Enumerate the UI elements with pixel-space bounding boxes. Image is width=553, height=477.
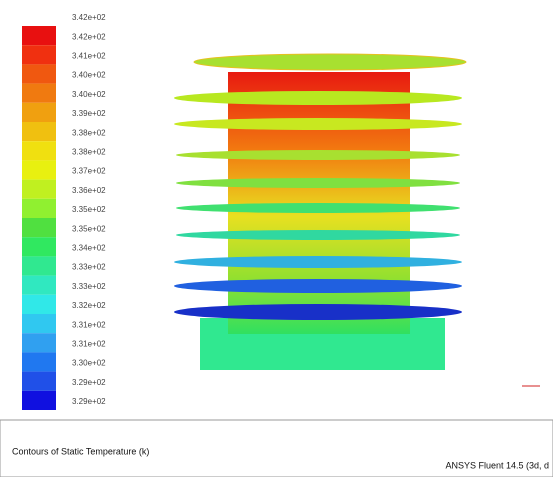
legend-swatch xyxy=(22,237,56,256)
footer-title: Contours of Static Temperature (k) xyxy=(12,446,149,456)
legend-swatch xyxy=(22,180,56,199)
fin xyxy=(176,203,460,213)
footer-software: ANSYS Fluent 14.5 (3d, d xyxy=(445,460,549,470)
screenshot: 3.42e+02 3.42e+02 3.41e+02 3.40e+02 3.40e+02… xyxy=(0,0,553,477)
legend-swatch xyxy=(22,64,56,83)
fin xyxy=(174,118,462,130)
legend-swatch xyxy=(22,199,56,218)
legend-label: 3.36e+02 xyxy=(72,186,106,195)
legend-label: 3.33e+02 xyxy=(72,263,106,272)
legend-swatch xyxy=(22,352,56,371)
legend-label: 3.31e+02 xyxy=(72,340,106,349)
legend-label: 3.32e+02 xyxy=(72,301,106,310)
legend-swatch xyxy=(22,160,56,179)
legend-label: 3.38e+02 xyxy=(72,128,106,137)
legend-label: 3.39e+02 xyxy=(72,109,106,118)
legend-swatch xyxy=(22,256,56,275)
fin xyxy=(174,256,462,268)
legend-label: 3.42e+02 xyxy=(72,13,106,22)
legend-label: 3.38e+02 xyxy=(72,148,106,157)
fin xyxy=(176,150,460,160)
legend-swatch xyxy=(22,84,56,103)
cylinder xyxy=(228,72,410,334)
color-legend: 3.42e+02 3.42e+02 3.41e+02 3.40e+02 3.40e+02… xyxy=(22,13,106,410)
legend-label: 3.40e+02 xyxy=(72,71,106,80)
fin xyxy=(174,279,462,293)
legend-swatch xyxy=(22,141,56,160)
legend-label: 3.33e+02 xyxy=(72,282,106,291)
legend-swatch xyxy=(22,276,56,295)
fin xyxy=(176,178,460,188)
legend-label: 3.29e+02 xyxy=(72,397,106,406)
legend-swatch xyxy=(22,314,56,333)
legend-swatch xyxy=(22,372,56,391)
legend-label: 3.29e+02 xyxy=(72,378,106,387)
legend-label: 3.35e+02 xyxy=(72,224,106,233)
legend-label: 3.42e+02 xyxy=(72,32,106,41)
legend-swatch xyxy=(22,218,56,237)
legend-swatch xyxy=(22,295,56,314)
legend-swatch xyxy=(22,26,56,45)
legend-label: 3.34e+02 xyxy=(72,244,106,253)
legend-swatch xyxy=(22,103,56,122)
legend-swatch xyxy=(22,122,56,141)
model xyxy=(174,54,540,386)
legend-swatch xyxy=(22,391,56,410)
legend-label: 3.37e+02 xyxy=(72,167,106,176)
fin xyxy=(174,304,462,320)
legend-swatch xyxy=(22,45,56,64)
legend-label: 3.40e+02 xyxy=(72,90,106,99)
fin xyxy=(176,230,460,240)
legend-label: 3.35e+02 xyxy=(72,205,106,214)
legend-swatch xyxy=(22,333,56,352)
fin xyxy=(174,91,462,105)
fin xyxy=(194,54,466,70)
legend-label: 3.31e+02 xyxy=(72,320,106,329)
legend-label: 3.30e+02 xyxy=(72,359,106,368)
legend-label: 3.41e+02 xyxy=(72,52,106,61)
